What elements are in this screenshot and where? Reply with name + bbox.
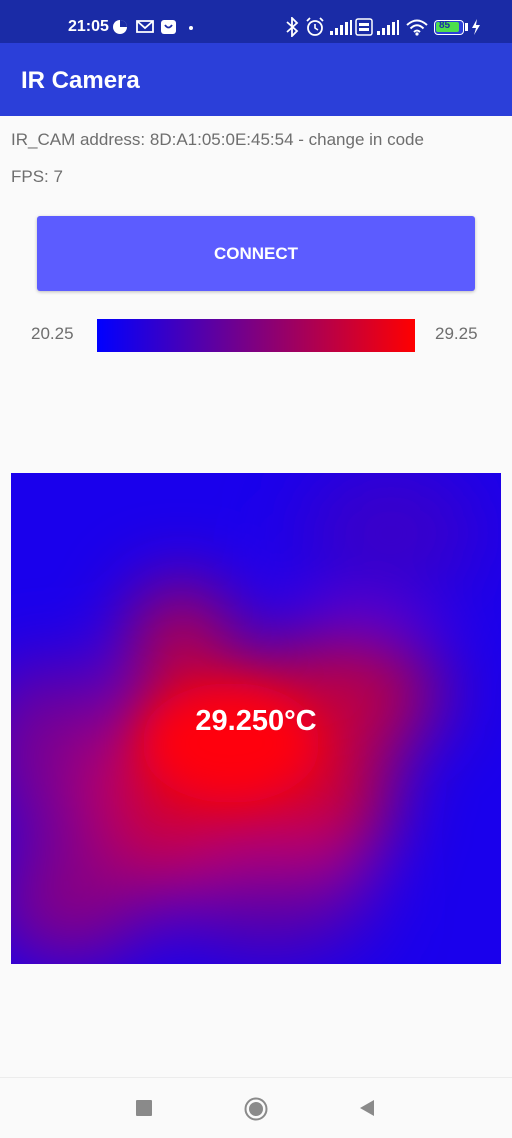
scale-max-label: 29.25 [435, 324, 478, 343]
bluetooth-icon [286, 17, 299, 37]
signal-icon [330, 20, 352, 35]
signal-icon [377, 20, 399, 35]
back-icon[interactable] [358, 1099, 376, 1117]
gmail-icon [136, 20, 154, 33]
wifi-icon [406, 19, 428, 36]
battery-level: 85 [439, 20, 451, 31]
color-scale-bar [97, 319, 415, 352]
shopping-icon [161, 20, 176, 34]
recents-icon[interactable] [136, 1100, 152, 1116]
battery-icon: 85 [434, 20, 464, 35]
thermal-image: 29.250°C [11, 473, 501, 964]
alarm-icon [306, 17, 324, 36]
app-bar: IR Camera [0, 43, 512, 116]
status-time: 21:05 [68, 18, 109, 35]
charging-icon [472, 19, 480, 35]
battery-tip-icon [465, 23, 468, 31]
navigation-bar [0, 1077, 512, 1138]
center-temperature: 29.250°C [195, 705, 317, 737]
scale-min-label: 20.25 [31, 324, 74, 343]
dot-icon [189, 26, 193, 30]
home-icon[interactable] [244, 1097, 268, 1121]
status-bar: 21:05 85 [0, 0, 512, 43]
page-title: IR Camera [21, 67, 140, 94]
volte-icon [355, 18, 373, 36]
fps-text: FPS: 7 [11, 167, 63, 186]
connect-button[interactable]: CONNECT [37, 216, 475, 291]
heatmap-canvas [11, 473, 501, 964]
data-saver-icon [113, 20, 127, 34]
device-address-text: IR_CAM address: 8D:A1:05:0E:45:54 - chan… [11, 130, 424, 149]
